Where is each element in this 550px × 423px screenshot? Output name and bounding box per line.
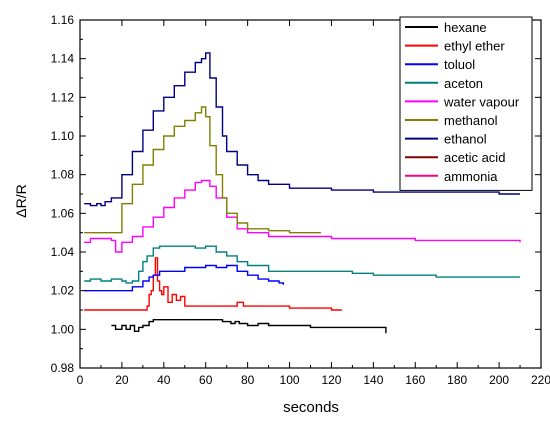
- y-tick-label: 1.08: [51, 168, 75, 182]
- y-tick-label: 1.00: [51, 322, 75, 336]
- series-line-toluol: [84, 264, 284, 292]
- series-line-ethanol: [84, 52, 520, 207]
- legend-label: acetic acid: [444, 150, 505, 165]
- legend-label: ammonia: [444, 169, 498, 184]
- x-tick-label: 200: [489, 373, 509, 387]
- x-tick-label: 140: [363, 373, 383, 387]
- x-tick-label: 0: [77, 373, 84, 387]
- y-tick-label: 1.04: [51, 245, 75, 259]
- legend-label: water vapour: [443, 94, 520, 109]
- x-tick-label: 100: [280, 373, 300, 387]
- y-tick-label: 1.14: [51, 52, 75, 66]
- series-group: [84, 52, 521, 334]
- x-tick-label: 20: [115, 373, 129, 387]
- legend-label: hexane: [444, 20, 487, 35]
- legend-label: ethanol: [444, 132, 487, 147]
- series-line-methanol: [84, 106, 321, 234]
- x-tick-label: 120: [321, 373, 341, 387]
- series-line-hexane: [111, 319, 387, 334]
- series-line-ethyl-ether: [84, 257, 342, 311]
- x-tick-label: 60: [199, 373, 213, 387]
- legend-label: ethyl ether: [444, 39, 505, 54]
- y-tick-label: 1.06: [51, 206, 75, 220]
- y-tick-label: 1.02: [51, 284, 75, 298]
- series-line-aceton: [84, 245, 520, 284]
- y-tick-label: 1.12: [51, 90, 75, 104]
- legend-label: methanol: [444, 113, 498, 128]
- legend-label: toluol: [444, 57, 475, 72]
- series-line-water-vapour: [84, 179, 521, 253]
- x-axis-title: seconds: [283, 399, 339, 416]
- x-tick-label: 40: [157, 373, 171, 387]
- x-tick-label: 80: [241, 373, 255, 387]
- y-axis-title: ΔR/R: [13, 184, 29, 217]
- x-tick-label: 160: [405, 373, 425, 387]
- x-tick-label: 220: [531, 373, 550, 387]
- y-tick-label: 1.10: [51, 129, 75, 143]
- y-tick-label: 1.16: [51, 13, 75, 27]
- x-tick-label: 180: [447, 373, 467, 387]
- legend: hexane ethyl ether toluol aceton water vapou…: [399, 16, 533, 191]
- y-tick-label: 0.98: [51, 361, 75, 375]
- axes: 0.98 1.00 1.02 1.04 1.06 1.08 1.10 1.12 1.14 1.16…: [51, 13, 550, 387]
- legend-label: aceton: [444, 76, 483, 91]
